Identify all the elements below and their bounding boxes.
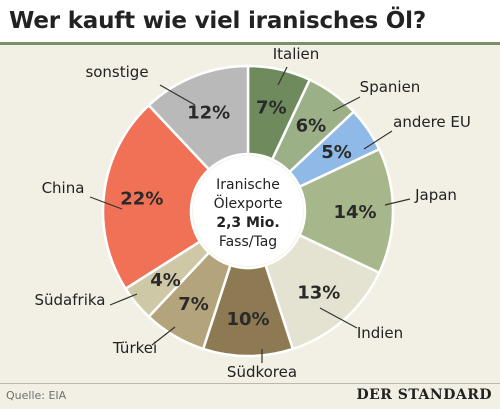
category-labels: Italien Spanien andere EU Japan Indien Südkor…: [35, 45, 471, 381]
leader-line-indien: [319, 307, 358, 329]
footer: Quelle: EIA DER STANDARD: [0, 383, 500, 409]
category-label-suedafrika: Südafrika: [35, 291, 106, 309]
percent-label-tuerkei: 7%: [178, 294, 209, 315]
category-label-china: China: [42, 179, 85, 197]
percent-label-china: 22%: [120, 189, 163, 210]
percent-label-suedkorea: 10%: [226, 309, 269, 330]
brand-logo: DER STANDARD: [356, 387, 492, 403]
category-label-andere-eu: andere EU: [393, 113, 471, 131]
percent-label-italien: 7%: [256, 98, 287, 119]
leader-line-italien: [277, 66, 288, 86]
category-label-italien: Italien: [273, 45, 320, 63]
center-label-line4: Fass/Tag: [219, 234, 277, 250]
chart-title: Wer kauft wie viel iranisches Öl?: [0, 0, 500, 42]
leader-line-china: [89, 196, 123, 210]
leader-line-sonstige: [159, 84, 196, 106]
percent-label-suedafrika: 4%: [150, 270, 181, 291]
percent-label-sonstige: 12%: [187, 103, 230, 124]
leader-line-andere-eu: [363, 130, 393, 150]
leader-line-tuerkei: [151, 326, 176, 346]
percent-labels: 7% 6% 5% 14% 13% 10% 7% 4% 22% 12%: [120, 98, 376, 330]
category-label-japan: Japan: [414, 186, 457, 204]
slice-china: [101, 103, 211, 291]
percent-label-japan: 14%: [333, 202, 376, 223]
category-label-indien: Indien: [357, 324, 403, 342]
center-circle: [193, 156, 303, 266]
pie-chart: 7% 6% 5% 14% 13% 10% 7% 4% 22% 12% Italien Spanien a…: [35, 45, 471, 381]
center-label-line3: 2,3 Mio.: [216, 215, 279, 231]
category-label-spanien: Spanien: [360, 78, 421, 96]
center-label-line2: Ölexporte: [214, 194, 283, 212]
pie-slices: [101, 64, 395, 358]
percent-label-andere-eu: 5%: [321, 142, 352, 163]
leader-line-spanien: [332, 96, 361, 112]
slice-japan: [297, 147, 395, 275]
percent-label-spanien: 6%: [296, 115, 327, 136]
label-leaders: [89, 66, 411, 363]
title-underline: [0, 42, 500, 45]
center-label-line1: Iranische: [216, 177, 280, 193]
category-label-tuerkei: Türkei: [112, 339, 157, 357]
category-label-sonstige: sonstige: [85, 63, 148, 81]
source-note: Quelle: EIA: [6, 389, 67, 402]
percent-label-indien: 13%: [297, 282, 340, 303]
category-label-suedkorea: Südkorea: [227, 363, 297, 381]
leader-line-japan: [384, 198, 411, 206]
leader-line-suedafrika: [109, 293, 138, 306]
slice-sonstige: [146, 64, 250, 172]
